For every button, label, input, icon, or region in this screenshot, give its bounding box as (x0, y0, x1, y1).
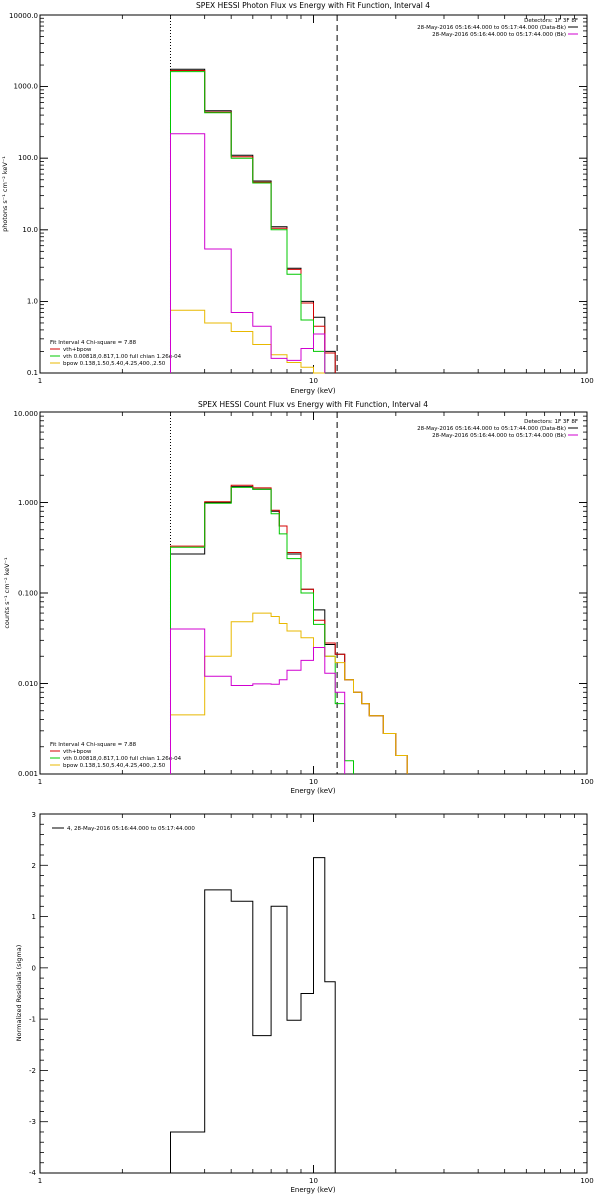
series-bk (170, 628, 346, 774)
y-tick-label: -1 (29, 1016, 36, 1024)
x-axis-label: Energy (keV) (290, 1186, 335, 1194)
legend-fit-interval: Fit Interval 4 Chi-square = 7.88 (50, 340, 137, 346)
y-axis-label: photons s⁻¹ cm⁻² keV⁻¹ (1, 156, 9, 232)
y-tick-label: 10000.0 (9, 12, 38, 20)
y-tick-label: 0.100 (18, 590, 38, 598)
x-tick-label: 10 (309, 1177, 318, 1185)
x-tick-label: 10 (309, 377, 318, 385)
y-tick-label: 0.001 (18, 770, 38, 778)
panel-title: SPEX HESSI Photon Flux vs Energy with Fi… (196, 1, 430, 10)
legend-data-bk: 28-May-2016 05:16:44.000 to 05:17:44.000… (417, 426, 566, 432)
y-tick-labels: 0.001 0.010 0.100 1.000 10.000 (14, 410, 39, 778)
legend-top-right: Detectors: 1F 3F 8F 28-May-2016 05:16:44… (417, 18, 578, 38)
legend-bottom-left: Fit Interval 4 Chi-square = 7.88 vth+bpo… (50, 340, 182, 367)
legend-thermal: vth 0.00818,0.817,1.00 full chian 1.26e-… (63, 756, 182, 762)
series-data-bk (170, 68, 345, 374)
x-tick-label: 10 (309, 778, 318, 786)
y-tick-label: 1.0 (27, 297, 38, 305)
legend-top-left: 4, 28-May-2016 05:16:44.000 to 05:17:44.… (52, 826, 195, 832)
y-tick-label: 0.010 (18, 680, 38, 688)
legend-total: vth+bpow (63, 347, 92, 353)
x-tick-labels: 1 10 100 (38, 778, 594, 786)
legend-interval: 4, 28-May-2016 05:16:44.000 to 05:17:44.… (67, 826, 195, 832)
x-tick-label: 100 (580, 377, 593, 385)
series-4-28-may-2016-05-16-44-000-to-05-17-44-000 (170, 857, 336, 1173)
legend-data-bk: 28-May-2016 05:16:44.000 to 05:17:44.000… (417, 25, 566, 31)
y-tick-label: 10.000 (14, 410, 39, 418)
y-tick-label: 1000.0 (14, 83, 39, 91)
panel-title: SPEX HESSI Count Flux vs Energy with Fit… (198, 400, 428, 409)
y-axis-label: Normalized Residuals (sigma) (15, 945, 23, 1042)
series-bpow (170, 612, 408, 774)
x-tick-labels: 1 10 100 (38, 1177, 594, 1185)
x-tick-label: 100 (580, 1177, 593, 1185)
count-flux-panel: SPEX HESSI Count Flux vs Energy with Fit… (3, 400, 594, 795)
y-tick-label: 10.0 (22, 226, 38, 234)
x-tick-label: 1 (38, 778, 42, 786)
y-tick-label: 3 (32, 811, 36, 819)
x-tick-labels: 1 10 100 (38, 377, 594, 385)
y-tick-label: 100.0 (18, 154, 38, 162)
legend-thermal: vth 0.00818,0.817,1.00 full chian 1.26e-… (63, 354, 182, 360)
y-tick-labels: 0.1 1.0 10.0 100.0 1000.0 10000.0 (9, 12, 38, 377)
legend-top-right: Detectors: 1F 3F 8F 28-May-2016 05:16:44… (417, 419, 578, 439)
series-vth-bpow (170, 484, 408, 774)
legend-bottom-left: Fit Interval 4 Chi-square = 7.88 vth+bpo… (50, 742, 182, 769)
legend-bpow: bpow 0.138,1.50,5.40,4.25,400.,2.50 (63, 763, 166, 769)
x-tick-label: 100 (580, 778, 593, 786)
series-vth-bpow (170, 70, 336, 373)
y-tick-label: 1 (32, 913, 36, 921)
axis-ticks (39, 14, 588, 374)
y-tick-label: 0 (32, 965, 36, 973)
legend-bk: 28-May-2016 05:16:44.000 to 05:17:44.000… (432, 433, 566, 439)
spectra (170, 484, 408, 774)
y-tick-label: -4 (29, 1169, 37, 1177)
series-bk (170, 133, 326, 373)
series-data-bk (170, 486, 408, 774)
y-tick-label: 0.1 (27, 369, 38, 377)
x-axis-label: Energy (keV) (290, 387, 335, 395)
x-tick-label: 1 (38, 1177, 42, 1185)
photon-flux-panel: SPEX HESSI Photon Flux vs Energy with Fi… (1, 1, 594, 395)
y-tick-label: 2 (32, 862, 36, 870)
y-axis-label: counts s⁻¹ cm⁻² keV⁻¹ (3, 557, 11, 629)
series-vth (170, 71, 326, 373)
axis-ticks (39, 813, 588, 1174)
legend-bpow: bpow 0.138,1.50,5.40,4.25,400.,2.50 (63, 361, 166, 367)
legend-total: vth+bpow (63, 749, 92, 755)
y-tick-label: 1.000 (18, 499, 38, 507)
legend-bk: 28-May-2016 05:16:44.000 to 05:17:44.000… (432, 32, 566, 38)
legend-detectors: Detectors: 1F 3F 8F (524, 419, 578, 425)
y-tick-labels: -4 -3 -2 -1 0 1 2 3 (29, 811, 37, 1177)
series-vth (170, 486, 354, 774)
axis-ticks (39, 411, 588, 775)
x-axis-label: Energy (keV) (290, 787, 335, 795)
legend-detectors: Detectors: 1F 3F 8F (524, 18, 578, 24)
y-tick-label: -2 (29, 1067, 36, 1075)
spectra (170, 68, 345, 374)
spectra (170, 857, 336, 1173)
y-tick-label: -3 (29, 1118, 36, 1126)
x-tick-label: 1 (38, 377, 42, 385)
residuals-panel: Energy (keV) Normalized Residuals (sigma… (15, 811, 594, 1194)
legend-fit-interval: Fit Interval 4 Chi-square = 7.88 (50, 742, 137, 748)
